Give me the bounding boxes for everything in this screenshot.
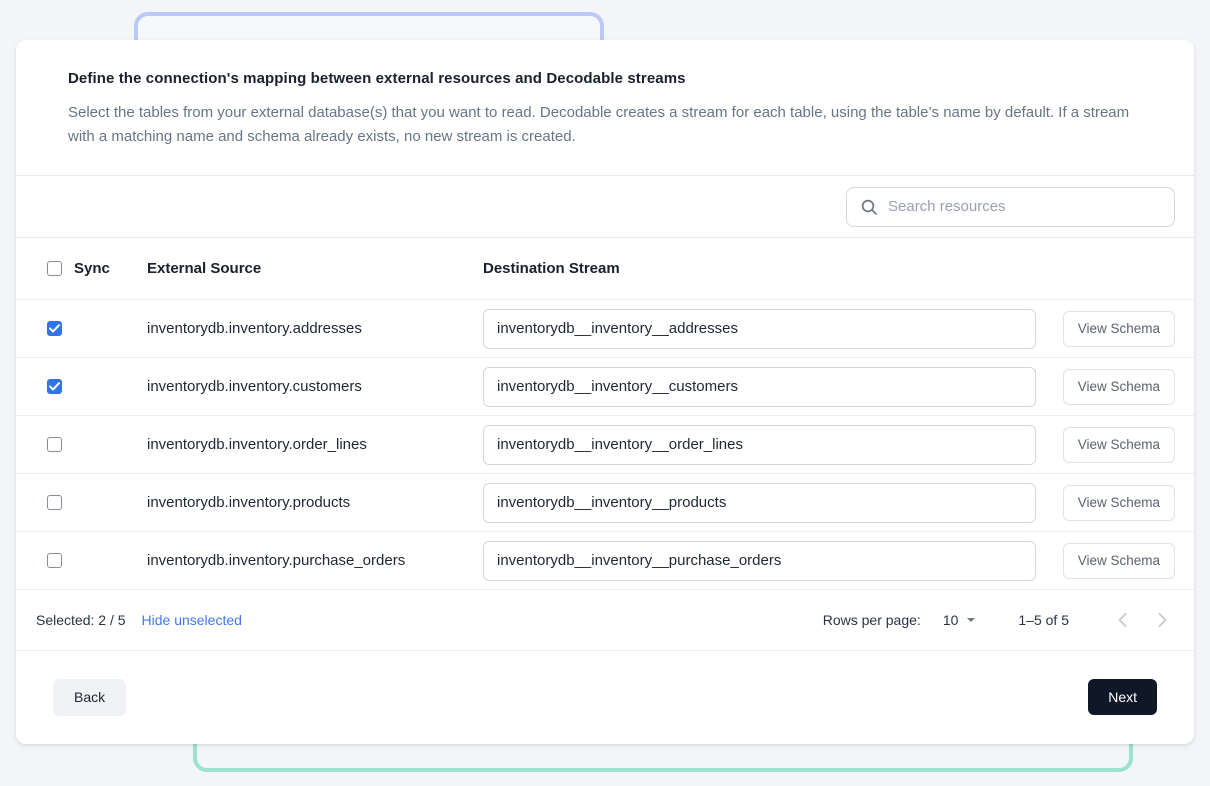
external-source-name: inventorydb.inventory.order_lines <box>147 436 367 453</box>
view-schema-button[interactable]: View Schema <box>1062 542 1175 579</box>
table-row: inventorydb.inventory.customers View Sch… <box>16 357 1194 415</box>
search-input[interactable] <box>888 198 1161 215</box>
destination-stream-input[interactable] <box>483 424 1036 465</box>
chevron-down-icon <box>967 618 976 622</box>
previous-page-button[interactable] <box>1113 611 1131 629</box>
table-row: inventorydb.inventory.purchase_orders Vi… <box>16 531 1194 589</box>
rows-per-page-select[interactable]: 10 <box>943 612 977 628</box>
column-header-destination-stream: Destination Stream <box>483 260 620 277</box>
sync-checkbox[interactable] <box>47 321 62 336</box>
select-all-checkbox[interactable] <box>47 261 62 276</box>
dialog-description: Select the tables from your external dat… <box>68 104 1130 145</box>
chevron-right-icon <box>1158 613 1166 627</box>
hide-unselected-link[interactable]: Hide unselected <box>141 612 242 628</box>
dialog-header: Define the connection's mapping between … <box>16 40 1194 175</box>
table-header-row: Sync External Source Destination Stream <box>16 237 1194 299</box>
destination-stream-input[interactable] <box>483 366 1036 407</box>
view-schema-button[interactable]: View Schema <box>1062 368 1175 405</box>
search-icon <box>861 199 877 215</box>
table-row: inventorydb.inventory.products View Sche… <box>16 473 1194 531</box>
header-divider <box>16 175 1194 176</box>
external-source-name: inventorydb.inventory.products <box>147 494 351 511</box>
destination-stream-input[interactable] <box>483 540 1036 581</box>
table-row: inventorydb.inventory.order_lines View S… <box>16 415 1194 473</box>
search-resources-box[interactable] <box>846 186 1175 227</box>
rows-per-page-label: Rows per page: <box>822 612 921 628</box>
sync-checkbox[interactable] <box>47 553 62 568</box>
table-row: inventorydb.inventory.addresses View Sch… <box>16 299 1194 357</box>
next-button[interactable]: Next <box>1088 679 1157 715</box>
view-schema-button[interactable]: View Schema <box>1062 310 1175 347</box>
view-schema-button[interactable]: View Schema <box>1062 426 1175 463</box>
chevron-left-icon <box>1118 613 1126 627</box>
connection-mapping-dialog: Define the connection's mapping between … <box>16 40 1194 744</box>
back-button[interactable]: Back <box>53 678 127 716</box>
dialog-actions: Back Next <box>16 650 1194 743</box>
sync-checkbox[interactable] <box>47 437 62 452</box>
sync-checkbox[interactable] <box>47 379 62 394</box>
selected-count: Selected: 2 / 5 <box>36 612 126 628</box>
view-schema-button[interactable]: View Schema <box>1062 484 1175 521</box>
external-source-name: inventorydb.inventory.purchase_orders <box>147 552 406 569</box>
column-header-sync: Sync <box>74 260 110 277</box>
page-range-label: 1–5 of 5 <box>1018 612 1069 628</box>
dialog-title: Define the connection's mapping between … <box>68 70 686 87</box>
rows-per-page-value: 10 <box>942 612 959 628</box>
table-footer: Selected: 2 / 5 Hide unselected Rows per… <box>16 589 1194 650</box>
external-source-name: inventorydb.inventory.customers <box>147 378 362 395</box>
sync-checkbox[interactable] <box>47 495 62 510</box>
column-header-external-source: External Source <box>147 260 262 277</box>
next-page-button[interactable] <box>1153 611 1171 629</box>
external-source-name: inventorydb.inventory.addresses <box>147 320 362 337</box>
destination-stream-input[interactable] <box>483 482 1036 523</box>
destination-stream-input[interactable] <box>483 308 1036 349</box>
search-toolbar <box>16 176 1194 237</box>
